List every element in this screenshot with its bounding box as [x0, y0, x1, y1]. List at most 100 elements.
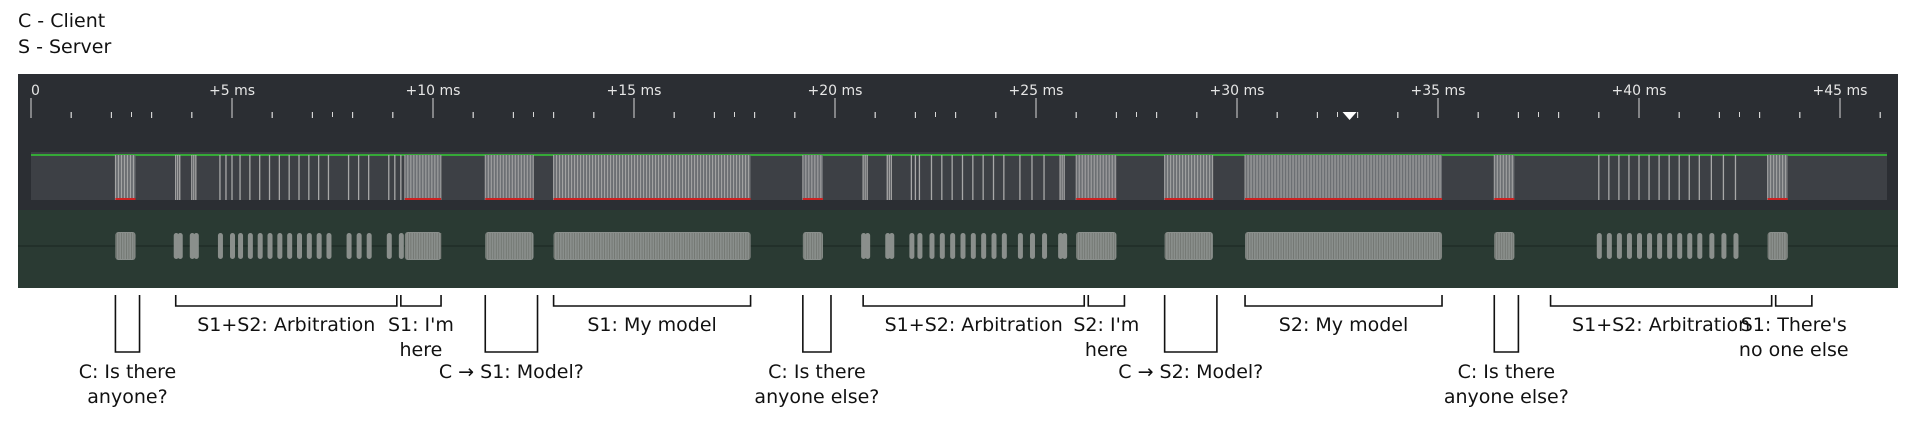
analog-pulse [189, 233, 195, 259]
annotation-bracket [400, 295, 442, 307]
annotation-server: S1: There's no one else [1739, 295, 1849, 361]
analog-burst [553, 232, 751, 260]
annotation-label: S1: I'm [388, 314, 454, 336]
analog-pulse [217, 233, 223, 259]
analog-burst [238, 233, 332, 259]
annotation-bracket [1493, 295, 1520, 353]
analog-burst-envelope [1494, 232, 1515, 260]
analog-pulse [939, 233, 945, 259]
analog-pulse [1029, 233, 1035, 259]
tick-label: +5 ms [209, 83, 255, 99]
analog-pulse [1596, 233, 1602, 259]
annotation-label: here [1085, 339, 1128, 361]
annotation-label: S1+S2: Arbitration [885, 314, 1063, 336]
analog-burst-envelope [404, 232, 442, 260]
annotation-bracket [174, 295, 398, 307]
tick-label: +35 ms [1411, 83, 1466, 99]
analog-burst [1596, 233, 1703, 259]
annotation-label: S2: My model [1279, 314, 1408, 336]
analog-pulse [1697, 233, 1703, 259]
analog-pulse [346, 233, 352, 259]
analog-pulse [287, 233, 293, 259]
tick-label: +15 ms [607, 83, 662, 99]
digital-burst [404, 155, 442, 200]
analog-pulse [193, 233, 199, 259]
analog-burst [909, 233, 923, 259]
annotation-server: S1+S2: Arbitration [862, 295, 1086, 336]
tick-label: +40 ms [1612, 83, 1667, 99]
digital-burst [484, 155, 534, 200]
analog-burst [189, 233, 199, 259]
digital-burst [1598, 155, 1700, 200]
annotation-server: S1: I'm here [388, 295, 454, 361]
annotation-bracket [114, 295, 141, 353]
digital-burst [1075, 155, 1117, 200]
analog-pulse [316, 233, 322, 259]
tick-label: +30 ms [1210, 83, 1265, 99]
analog-pulse [238, 233, 244, 259]
analog-pulse [1687, 233, 1693, 259]
analog-burst [115, 232, 136, 260]
analog-pulse [1733, 233, 1739, 259]
analog-burst-envelope [115, 232, 136, 260]
annotation-label: S1: There's [1741, 314, 1847, 336]
analog-burst [1709, 233, 1739, 259]
digital-burst [347, 155, 370, 200]
digital-burst [1059, 155, 1065, 200]
analog-pulse [917, 233, 923, 259]
annotation-server: S2: I'm here [1073, 295, 1139, 361]
annotation-server: S1+S2: Arbitration [174, 295, 398, 336]
digital-burst [553, 155, 751, 200]
analog-pulse [356, 233, 362, 259]
digital-burst [802, 155, 823, 200]
annotation-bracket [484, 295, 539, 353]
tick-label: 0 [31, 83, 40, 99]
analog-pulse [297, 233, 302, 259]
annotation-bracket [1774, 295, 1813, 307]
analog-pulse [386, 233, 392, 259]
analog-pulse [306, 233, 312, 259]
annotation-bracket [1087, 295, 1126, 307]
annotation-label: no one else [1739, 339, 1849, 361]
analog-burst [217, 233, 235, 259]
digital-burst [1767, 155, 1788, 200]
analog-burst-envelope [1076, 232, 1117, 260]
digital-burst [862, 155, 868, 200]
digital-burst [191, 155, 197, 200]
analog-pulse [885, 233, 891, 259]
analog-pulse [929, 233, 935, 259]
analog-pulse [398, 233, 404, 259]
analog-pulse [1657, 233, 1663, 259]
annotation-label: C → S2: Model? [1118, 361, 1263, 383]
analog-burst [386, 233, 404, 259]
annotation-client: C → S1: Model? [439, 295, 584, 383]
digital-burst [1164, 155, 1214, 200]
analog-burst [173, 233, 183, 259]
digital-burst [175, 155, 181, 200]
analog-pulse [1637, 233, 1642, 259]
annotation-server: S2: My model [1244, 295, 1443, 336]
cursor-marker [1342, 112, 1357, 120]
analog-burst [885, 233, 895, 259]
analog-pulse [991, 233, 997, 259]
analog-pulse [277, 233, 283, 259]
annotation-label: anyone else? [754, 386, 879, 408]
analog-pulse [865, 233, 871, 259]
analog-pulse [1001, 233, 1007, 259]
digital-burst [388, 155, 402, 200]
analog-pulse [173, 233, 179, 259]
analog-pulse [1667, 233, 1673, 259]
digital-burst [886, 155, 892, 200]
tick-label: +45 ms [1813, 83, 1868, 99]
time-ruler: 0 +5 ms +10 ms +15 ms +20 ms +25 ms +30 ms +35 … [30, 83, 1881, 120]
annotation-client: C: Is there anyone else? [754, 295, 879, 408]
analog-pulse [1709, 233, 1715, 259]
legend: C - Client S - Server [18, 8, 111, 60]
digital-burst [114, 155, 136, 200]
analog-pulse [1647, 233, 1653, 259]
analog-burst-envelope [802, 232, 823, 260]
analog-pulse [177, 233, 183, 259]
annotations: C: Is there anyone? C → S1: Model? C: Is th… [79, 295, 1849, 408]
analog-pulse [267, 233, 273, 259]
